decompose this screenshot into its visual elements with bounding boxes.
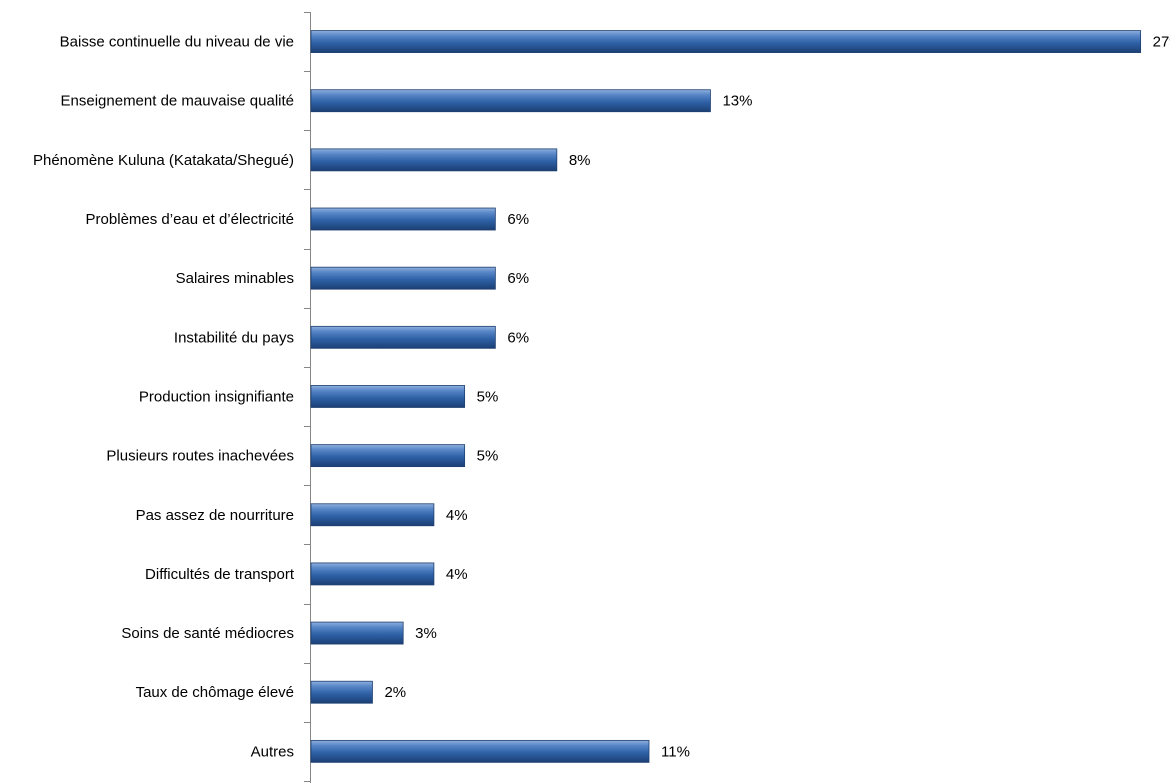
bar: [310, 89, 711, 113]
data-label: 13%: [722, 93, 752, 110]
data-label: 6%: [507, 329, 529, 346]
category-label: Autres: [251, 743, 294, 760]
category-label: Difficultés de transport: [145, 566, 295, 583]
data-label: 27%: [1153, 34, 1170, 51]
category-label: Pas assez de nourriture: [136, 507, 294, 524]
data-label: 11%: [661, 743, 690, 760]
category-label: Production insignifiante: [139, 388, 294, 405]
bar: [310, 207, 496, 231]
bar: [310, 325, 496, 349]
bar: [310, 444, 466, 468]
data-label: 2%: [384, 684, 406, 701]
category-label: Soins de santé médiocres: [121, 625, 294, 642]
data-label: 8%: [569, 152, 591, 169]
data-label: 3%: [415, 625, 437, 642]
category-labels: Baisse continuelle du niveau de vie Ensei…: [33, 34, 295, 761]
category-label: Problèmes d’eau et d’électricité: [86, 211, 294, 228]
category-label: Phénomène Kuluna (Katakata/Shegué): [33, 152, 294, 169]
bars-group: [310, 30, 1142, 763]
y-axis-ticks: [304, 12, 310, 782]
data-label: 6%: [507, 211, 529, 228]
data-label: 5%: [477, 448, 499, 465]
bar: [310, 680, 373, 704]
category-label: Salaires minables: [176, 270, 294, 287]
data-label: 6%: [507, 270, 529, 287]
bar: [310, 621, 404, 645]
bar: [310, 30, 1142, 53]
bar: [310, 739, 650, 763]
bar: [310, 562, 435, 586]
category-label: Instabilité du pays: [174, 329, 294, 346]
data-label: 5%: [477, 388, 499, 405]
category-label: Baisse continuelle du niveau de vie: [60, 34, 294, 51]
category-label: Taux de chômage élevé: [136, 684, 294, 701]
bar: [310, 266, 496, 290]
data-label: 4%: [446, 507, 468, 524]
value-labels: 27% 13% 8% 6% 6% 6% 5% 5% 4% 4% 3% 2% 11%: [384, 34, 1170, 761]
category-label: Enseignement de mauvaise qualité: [61, 93, 294, 110]
bar: [310, 385, 466, 408]
bar: [310, 148, 558, 172]
category-label: Plusieurs routes inachevées: [106, 448, 294, 465]
bar: [310, 503, 435, 527]
data-label: 4%: [446, 566, 468, 583]
